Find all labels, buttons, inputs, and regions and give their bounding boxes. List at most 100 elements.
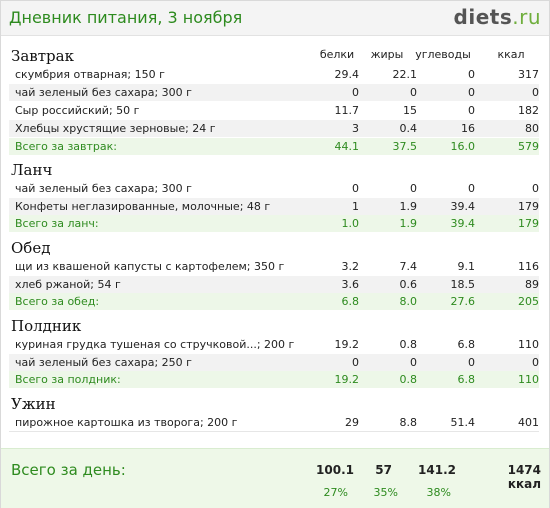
- protein-value: 29: [345, 416, 359, 429]
- fat-value: 15: [403, 104, 417, 117]
- table-row: чай зеленый без сахара; 250 г 0 0 0 0: [9, 354, 539, 371]
- day-carbs-total: 141.2: [418, 463, 456, 477]
- table-row: чай зеленый без сахара; 300 г 0 0 0 0: [9, 180, 539, 197]
- logo-tld: .ru: [512, 5, 541, 29]
- food-name: чай зеленый без сахара; 300 г: [15, 182, 192, 195]
- day-kcal-total: 1474 ккал: [507, 463, 541, 491]
- food-name: Хлебцы хрустящие зерновые; 24 г: [15, 122, 216, 135]
- fat-total: 0.8: [399, 373, 418, 386]
- protein-value: 19.2: [334, 338, 360, 351]
- table-row: Сыр российский; 50 г 11.7 15 0 182: [9, 102, 539, 119]
- fat-value: 1.9: [399, 200, 418, 213]
- total-label: Всего за ланч:: [15, 217, 99, 230]
- food-name: чай зеленый без сахара; 300 г: [15, 86, 192, 99]
- fat-total: 8.0: [399, 295, 418, 308]
- logo-main: diets: [453, 5, 513, 29]
- meal-total-row: Всего за полдник: 19.2 0.8 6.8 110: [9, 371, 539, 388]
- table-row: Хлебцы хрустящие зерновые; 24 г 3 0.4 16…: [9, 120, 539, 137]
- food-name: куриная грудка тушеная со стручковой...;…: [15, 338, 295, 351]
- kcal-value: 116: [518, 260, 539, 273]
- fat-value: 0.4: [399, 122, 418, 135]
- table-row: скумбрия отварная; 150 г 29.4 22.1 0 317: [9, 66, 539, 83]
- carbs-value: 6.8: [457, 338, 476, 351]
- total-label: Всего за полдник:: [15, 373, 121, 386]
- kcal-total: 579: [518, 140, 539, 153]
- fat-value: 0: [410, 182, 417, 195]
- kcal-value: 0: [532, 182, 539, 195]
- kcal-total: 110: [518, 373, 539, 386]
- protein-total: 6.8: [341, 295, 360, 308]
- meal-total-row: Всего за обед: 6.8 8.0 27.6 205: [9, 293, 539, 310]
- column-kcal: ккал: [497, 48, 525, 61]
- site-logo[interactable]: diets.ru: [454, 5, 541, 29]
- kcal-value: 80: [525, 122, 539, 135]
- table-row: Конфеты неглазированные, молочные; 48 г …: [9, 198, 539, 215]
- meal-title-supper: Ужин: [11, 395, 56, 413]
- carbs-total: 39.4: [450, 217, 476, 230]
- fat-total: 37.5: [392, 140, 418, 153]
- meal-title-breakfast: Завтрак: [11, 47, 74, 65]
- protein-total: 19.2: [334, 373, 360, 386]
- column-protein: белки: [319, 48, 355, 61]
- table-row: пирожное картошка из творога; 200 г 29 8…: [9, 414, 539, 431]
- carbs-value: 18.5: [450, 278, 476, 291]
- carbs-value: 0: [468, 356, 475, 369]
- kcal-value: 179: [518, 200, 539, 213]
- food-name: щи из квашеной капусты с картофелем; 350…: [15, 260, 285, 273]
- kcal-total: 179: [518, 217, 539, 230]
- protein-value: 11.7: [334, 104, 360, 117]
- table-row: хлеб ржаной; 54 г 3.6 0.6 18.5 89: [9, 276, 539, 293]
- day-protein-total: 100.1: [316, 463, 354, 477]
- food-name: Конфеты неглазированные, молочные; 48 г: [15, 200, 271, 213]
- carbs-value: 0: [468, 68, 475, 81]
- carbs-value: 16: [461, 122, 475, 135]
- kcal-total: 205: [518, 295, 539, 308]
- table-row: куриная грудка тушеная со стручковой...;…: [9, 336, 539, 353]
- fat-value: 8.8: [399, 416, 418, 429]
- fat-value: 22.1: [392, 68, 418, 81]
- carbs-total: 6.8: [457, 373, 476, 386]
- column-carbs: углеводы: [415, 48, 471, 61]
- meal-total-row: Всего за ланч: 1.0 1.9 39.4 179: [9, 215, 539, 232]
- protein-value: 1: [352, 200, 359, 213]
- day-fat-percent: 35%: [373, 486, 398, 499]
- day-total-label: Всего за день:: [11, 461, 126, 479]
- protein-value: 3.6: [341, 278, 360, 291]
- carbs-value: 0: [468, 86, 475, 99]
- column-headers: белки жиры углеводы ккал: [1, 48, 549, 62]
- food-name: скумбрия отварная; 150 г: [15, 68, 165, 81]
- food-name: Сыр российский; 50 г: [15, 104, 140, 117]
- carbs-total: 27.6: [450, 295, 476, 308]
- table-row: щи из квашеной капусты с картофелем; 350…: [9, 258, 539, 275]
- meal-total-row: Всего за завтрак: 44.1 37.5 16.0 579: [9, 138, 539, 155]
- total-label: Всего за завтрак:: [15, 140, 118, 153]
- kcal-value: 89: [525, 278, 539, 291]
- day-protein-percent: 27%: [323, 486, 348, 499]
- page-title: Дневник питания, 3 ноября: [9, 8, 243, 27]
- kcal-value: 110: [518, 338, 539, 351]
- protein-total: 1.0: [341, 217, 360, 230]
- meal-title-lunch: Ланч: [11, 161, 53, 179]
- kcal-value: 182: [518, 104, 539, 117]
- protein-value: 0: [352, 356, 359, 369]
- protein-value: 3.2: [341, 260, 360, 273]
- carbs-value: 39.4: [450, 200, 476, 213]
- fat-total: 1.9: [399, 217, 418, 230]
- divider: [9, 431, 539, 432]
- fat-value: 0.8: [399, 338, 418, 351]
- total-label: Всего за обед:: [15, 295, 100, 308]
- day-carbs-percent: 38%: [426, 486, 451, 499]
- column-fat: жиры: [370, 48, 404, 61]
- fat-value: 0: [410, 86, 417, 99]
- meal-title-dinner: Обед: [11, 239, 51, 257]
- fat-value: 7.4: [399, 260, 418, 273]
- carbs-value: 0: [468, 182, 475, 195]
- protein-value: 0: [352, 86, 359, 99]
- kcal-value: 317: [518, 68, 539, 81]
- food-name: чай зеленый без сахара; 250 г: [15, 356, 192, 369]
- protein-value: 29.4: [334, 68, 360, 81]
- carbs-value: 0: [468, 104, 475, 117]
- protein-value: 3: [352, 122, 359, 135]
- food-name: хлеб ржаной; 54 г: [15, 278, 121, 291]
